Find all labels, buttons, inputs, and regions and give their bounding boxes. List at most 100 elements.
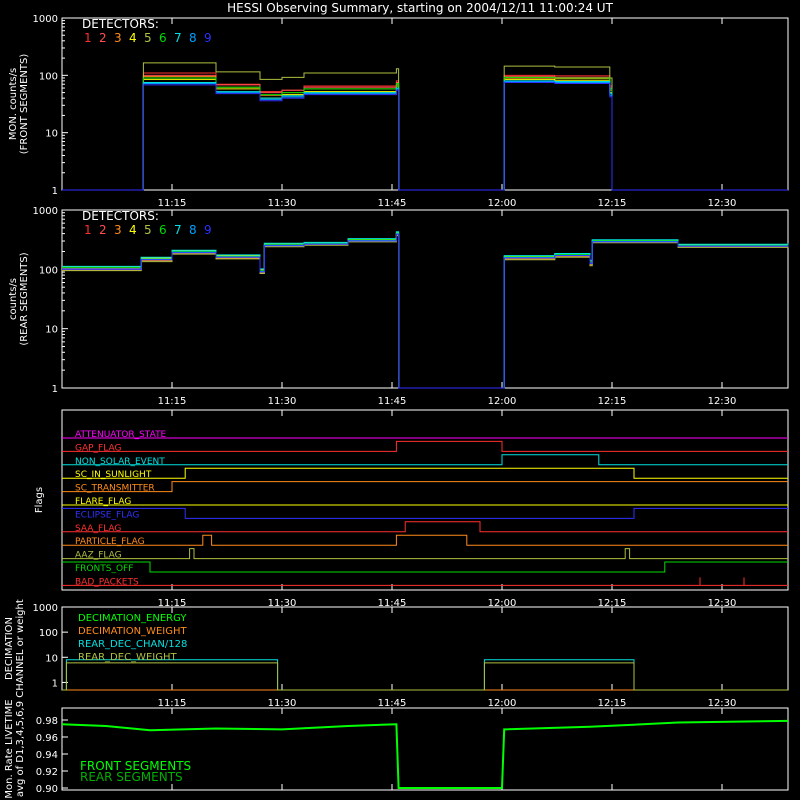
y-axis-label: Mon. Rate LIVETIME (4, 699, 15, 798)
x-tick-label: 11:30 (268, 198, 297, 209)
series-line-det-1 (62, 72, 788, 191)
flags-panel: 11:15 11:30 11:45 12:00 12:15 12:30 Flags ATTEN… (34, 409, 789, 609)
plot-frame (61, 409, 789, 591)
y-tick-label: 10 (45, 129, 58, 140)
legend-item: DECIMATION_ENERGY (78, 613, 187, 624)
x-tick-label: 12:00 (488, 198, 517, 209)
series-line-det-4 (62, 78, 788, 191)
flag-line (62, 507, 788, 519)
legend-item: REAR_DEC_CHAN/128 (78, 639, 187, 650)
legend-item-det-1: 1 (84, 223, 92, 237)
x-tick-label: 11:45 (378, 396, 407, 407)
y-tick-label: 0.98 (36, 716, 58, 727)
plot-frame (61, 209, 789, 389)
series-line-det-7 (62, 231, 789, 389)
legend-item-det-4: 4 (129, 31, 137, 45)
x-tick-label: 12:00 (488, 698, 517, 709)
x-tick-label: 11:30 (268, 396, 297, 407)
flag-label: SC_TRANSMITTER (75, 484, 155, 494)
legend-item-det-3: 3 (114, 31, 122, 45)
x-tick-label: 12:15 (598, 198, 627, 209)
legend-item: REAR_DEC_WEIGHT (78, 652, 177, 663)
y-tick-label: 1 (52, 384, 58, 395)
flag-line (62, 561, 788, 573)
y-tick-label: 0.90 (36, 784, 58, 795)
x-tick-label: 12:30 (708, 598, 737, 609)
y-tick-label: 10 (45, 653, 58, 664)
series-line-det-6 (62, 76, 788, 191)
livetime-line-front (61, 719, 789, 789)
series-line-det-9 (62, 81, 788, 191)
y-tick-label: 0.96 (36, 733, 58, 744)
flag-label: BAD_PACKETS (75, 577, 139, 587)
flag-line (62, 481, 788, 493)
y-axis-label: avg of D1,3,4,5,6,9 (15, 701, 26, 797)
x-tick-label: 12:30 (708, 698, 737, 709)
x-tick-label: 12:15 (598, 396, 627, 407)
legend-item: REAR SEGMENTS (80, 770, 183, 784)
flag-label: GAP_FLAG (75, 443, 121, 453)
legend-item-det-6: 6 (159, 223, 167, 237)
flag-label: SAA_FLAG (75, 524, 121, 534)
flag-label: AAZ_FLAG (75, 551, 122, 561)
x-tick-label: 11:15 (158, 198, 187, 209)
series-line-det-7 (62, 80, 788, 191)
flag-label: SC_IN_SUNLIGHT (75, 470, 152, 480)
legend-item-det-5: 5 (144, 31, 152, 45)
legend-item-det-6: 6 (159, 31, 167, 45)
y-tick-label: 1000 (33, 14, 58, 25)
series-line-det-3 (62, 76, 788, 191)
x-tick-label: 11:15 (158, 598, 187, 609)
y-axis-label: MON. counts/s (8, 68, 19, 140)
x-tick-label: 12:00 (488, 396, 517, 407)
y-tick-label: 1000 (33, 206, 58, 217)
series-line-det-6 (62, 232, 789, 389)
livetime-panel: 0.90 0.92 0.94 0.96 0.98 Mon. Rate LIVETIME av… (4, 699, 789, 799)
y-axis-label: (REAR SEGMENTS) (19, 252, 30, 345)
flag-line (62, 454, 788, 466)
x-tick-label: 11:30 (268, 598, 297, 609)
legend-item-det-1: 1 (84, 31, 92, 45)
legend-item-det-3: 3 (114, 223, 122, 237)
flag-label: PARTICLE_FLAG (75, 537, 145, 547)
legend-item-det-4: 4 (129, 223, 137, 237)
y-tick-label: 0.94 (36, 750, 58, 761)
y-axis-label: CHANNEL or weight (15, 599, 26, 698)
y-axis-label: (FRONT SEGMENTS) (19, 54, 30, 155)
flag-label: ATTENUATOR_STATE (75, 430, 167, 440)
y-axis-label: DECIMATION (4, 617, 15, 680)
y-tick-label: 100 (39, 71, 58, 82)
y-tick-label: 1 (52, 678, 58, 689)
legend-item-det-7: 7 (174, 31, 182, 45)
x-tick-label: 12:30 (708, 198, 737, 209)
series-line-det-2 (62, 74, 788, 191)
legend-item-det-9: 9 (204, 31, 212, 45)
decimation-panel: 11:15 11:30 11:45 12:00 12:15 12:30 1 10 100 1000… (4, 599, 789, 709)
x-tick-label: 11:45 (378, 198, 407, 209)
legend-title: DETECTORS: (82, 209, 159, 223)
legend-title: DETECTORS: (82, 17, 159, 31)
plot-frame (61, 17, 789, 191)
decimation-line (62, 659, 788, 691)
front_segments_rates-panel: 11:15 11:30 11:45 12:00 12:15 12:30 1 10 100 1000… (8, 14, 789, 209)
rear_segments_rates-panel: 11:15 11:30 11:45 12:00 12:15 12:30 1 10 100 1000… (8, 206, 789, 407)
y-tick-label: 100 (39, 628, 58, 639)
figure-title: HESSI Observing Summary, starting on 200… (227, 1, 613, 15)
decimation-line (62, 662, 788, 691)
flag-line (62, 467, 788, 479)
legend-item-det-9: 9 (204, 223, 212, 237)
series-line-det-4 (62, 231, 789, 389)
flag-line (62, 521, 788, 533)
legend-item-det-5: 5 (144, 223, 152, 237)
flag-label: FLARE_FLAG (75, 497, 131, 507)
y-tick-label: 0.92 (36, 767, 58, 778)
flag-label: FRONTS_OFF (75, 564, 133, 574)
x-tick-label: 12:15 (598, 598, 627, 609)
y-tick-label: 10 (45, 325, 58, 336)
y-axis-label: Flags (34, 487, 45, 513)
x-tick-label: 11:45 (378, 598, 407, 609)
series-line-det-5 (62, 62, 788, 191)
flag-line (62, 534, 788, 546)
x-tick-label: 12:30 (708, 396, 737, 407)
